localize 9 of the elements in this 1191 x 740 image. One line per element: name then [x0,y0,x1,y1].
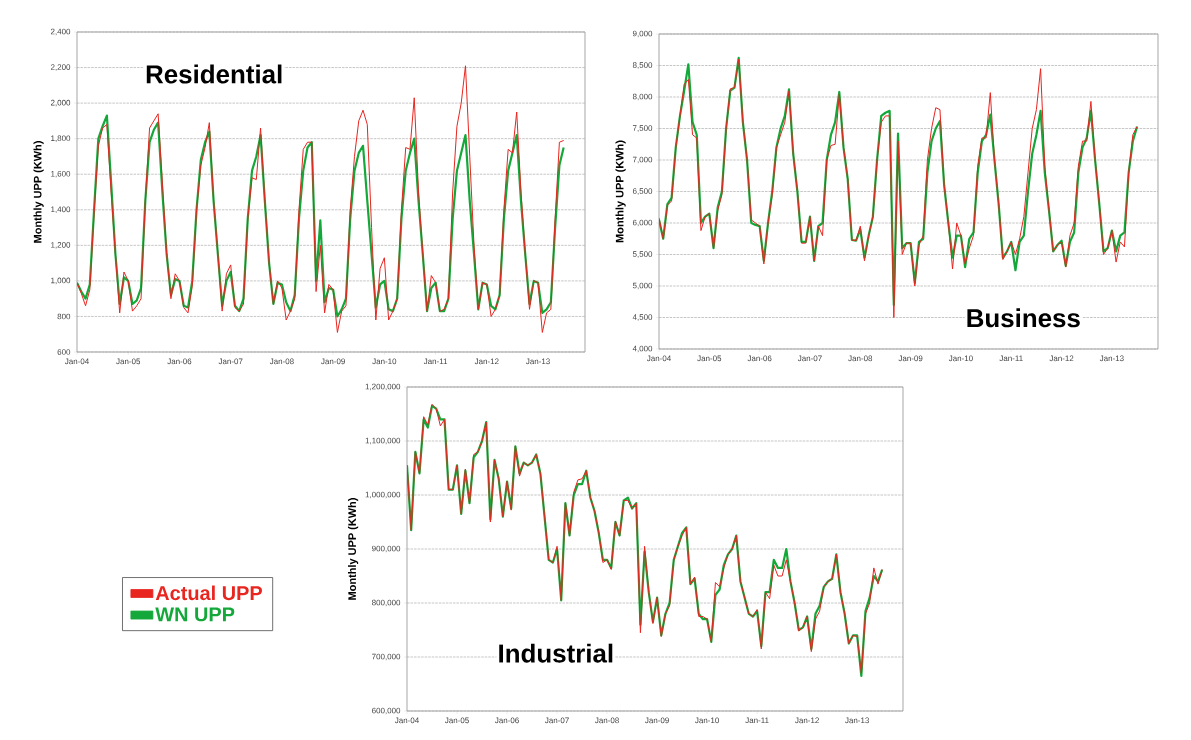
text: Industrial [499,643,613,663]
y-axis-title: Monthly UPP (KWh) [33,141,44,243]
y-axis-title: Monthly UPP (KWh) [347,498,359,600]
legend-label: WN UPP [155,607,235,622]
text: Residential [146,64,282,84]
y-axis-title: Monthly UPP (KWh) [615,140,626,243]
legend-label: Actual UPP [155,585,262,601]
line-series [77,65,565,333]
text: Business [967,308,1080,328]
